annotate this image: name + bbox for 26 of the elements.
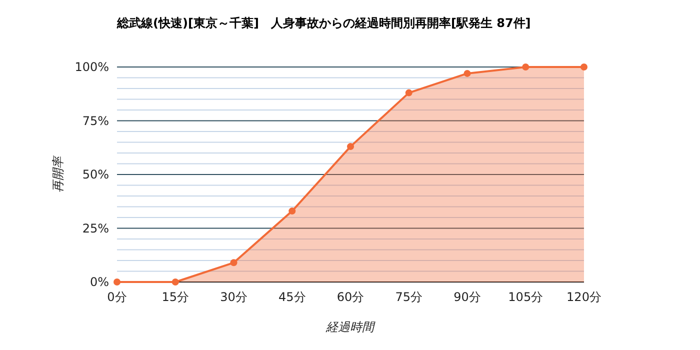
x-tick-label: 120分 — [566, 290, 602, 304]
point — [172, 278, 179, 286]
point — [114, 278, 120, 286]
x-tick-label: 105分 — [508, 290, 544, 304]
point — [405, 89, 412, 96]
x-tick-label: 30分 — [220, 290, 248, 304]
x-tick-label: 15分 — [162, 290, 190, 304]
point — [464, 70, 471, 77]
point — [288, 208, 296, 215]
x-tick-label: 45分 — [278, 290, 306, 304]
point — [230, 259, 238, 266]
y-axis-title: 再開率 — [51, 154, 65, 192]
point — [580, 64, 588, 70]
x-tick-label: 0分 — [107, 290, 127, 304]
point — [347, 143, 354, 150]
x-tick-label: 90分 — [454, 290, 481, 304]
chart-title: 総武線(快速)[東京～千葉] 人身事故からの経過時間別再開率[駅発生 87件] — [116, 16, 531, 30]
y-tick-label: 75% — [82, 114, 109, 128]
point — [522, 64, 530, 70]
y-tick-label: 50% — [82, 168, 109, 182]
y-tick-label: 0% — [90, 275, 109, 289]
x-tick-label: 60分 — [336, 290, 364, 304]
y-tick-label: 25% — [82, 221, 109, 236]
y-tick-label: 100% — [74, 60, 109, 74]
x-tick-label: 75分 — [395, 290, 423, 304]
x-axis-title: 経過時間 — [325, 320, 376, 334]
